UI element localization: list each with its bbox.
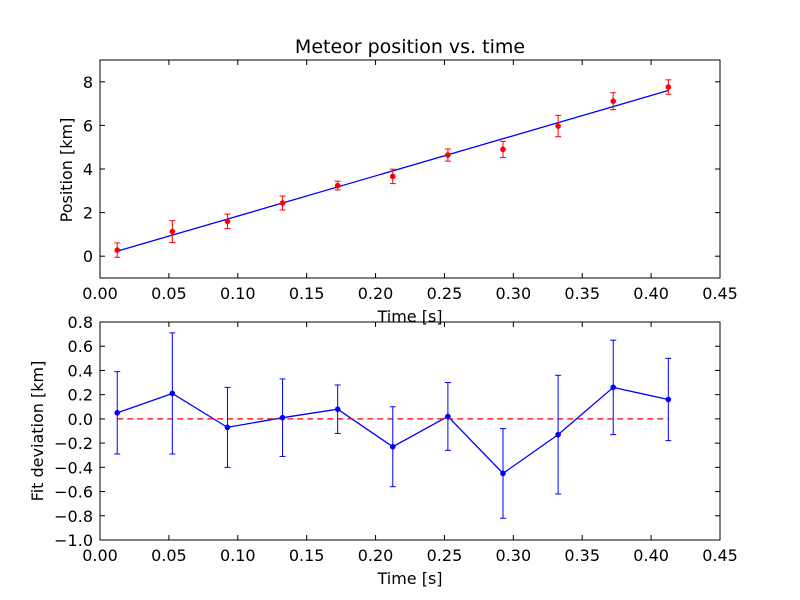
- x-tick-label: 0.25: [427, 284, 463, 303]
- position-plot-panel: Meteor position vs. time Time [s] Positi…: [57, 36, 738, 326]
- data-point: [224, 424, 231, 431]
- x-tick-label: 0.30: [496, 546, 532, 565]
- y-tick-label: 0.2: [68, 386, 93, 405]
- y-tick-label: 6: [83, 116, 93, 135]
- y-tick-label: 0.8: [68, 313, 93, 332]
- deviation-plot-panel: Time [s] Fit deviation [km] 0.00 0.05 0.10…: [28, 313, 738, 588]
- y-axis-label: Fit deviation [km]: [28, 361, 47, 502]
- y-tick-label: 0.6: [68, 337, 93, 356]
- data-point: [169, 390, 176, 397]
- data-point: [114, 409, 121, 416]
- y-axis-label: Position [km]: [57, 118, 76, 223]
- data-point: [610, 384, 617, 391]
- x-tick-label: 0.05: [151, 284, 187, 303]
- data-point: [389, 443, 396, 450]
- x-tick-label: 0.10: [220, 284, 256, 303]
- data-point: [665, 396, 672, 403]
- data-point: [169, 228, 176, 235]
- x-tick-label: 0.10: [220, 546, 256, 565]
- x-tick-label: 0.00: [82, 546, 118, 565]
- data-point: [334, 406, 341, 413]
- x-tick-label: 0.05: [151, 546, 187, 565]
- axes-frame: [99, 321, 721, 541]
- x-tick-label: 0.40: [633, 546, 669, 565]
- x-tick-label: 0.45: [702, 284, 738, 303]
- y-tick-label: 8: [83, 73, 93, 92]
- data-point: [224, 218, 231, 225]
- y-tick-label: 0.4: [68, 361, 93, 380]
- data-point: [445, 413, 451, 420]
- data-point: [500, 146, 506, 153]
- x-tick-label: 0.20: [358, 284, 394, 303]
- y-tick-label: −0.2: [54, 434, 93, 453]
- x-tick-label: 0.45: [702, 546, 738, 565]
- data-point: [389, 173, 396, 180]
- chart-title: Meteor position vs. time: [295, 36, 525, 58]
- data-point: [665, 84, 672, 90]
- y-tick-label: −0.8: [54, 507, 93, 526]
- data-point: [555, 431, 561, 438]
- x-tick-label: 0.40: [633, 284, 669, 303]
- deviation-plot-area: 0.00 0.05 0.10 0.15 0.20 0.25 0.30 0.35 0.40 0.45…: [54, 313, 738, 565]
- x-tick-label: 0.35: [564, 546, 600, 565]
- x-axis-label: Time [s]: [376, 307, 442, 326]
- data-point: [114, 247, 121, 253]
- y-tick-label: −0.4: [54, 458, 93, 477]
- position-plot-area: 0.00 0.05 0.10 0.15 0.20 0.25 0.30 0.35 0.40 0.45…: [82, 59, 738, 303]
- data-point: [500, 470, 506, 477]
- x-tick-label: 0.25: [427, 546, 463, 565]
- y-tick-label: 4: [83, 160, 93, 179]
- data-point: [555, 123, 561, 129]
- y-tick-label: 0: [83, 247, 93, 266]
- x-tick-label: 0.00: [82, 284, 118, 303]
- x-tick-label: 0.15: [289, 546, 325, 565]
- y-tick-label: 2: [83, 204, 93, 223]
- data-point: [279, 200, 286, 206]
- x-tick-label: 0.35: [564, 284, 600, 303]
- data-point: [445, 152, 451, 158]
- data-point: [610, 98, 617, 105]
- data-point: [334, 182, 341, 189]
- x-tick-label: 0.30: [496, 284, 532, 303]
- y-tick-label: 0.0: [68, 410, 93, 429]
- y-tick-label: −0.6: [54, 483, 93, 502]
- x-axis-label: Time [s]: [376, 569, 442, 588]
- x-tick-label: 0.15: [289, 284, 325, 303]
- data-point: [279, 414, 286, 421]
- y-tick-label: −1.0: [54, 531, 93, 550]
- x-tick-label: 0.20: [358, 546, 394, 565]
